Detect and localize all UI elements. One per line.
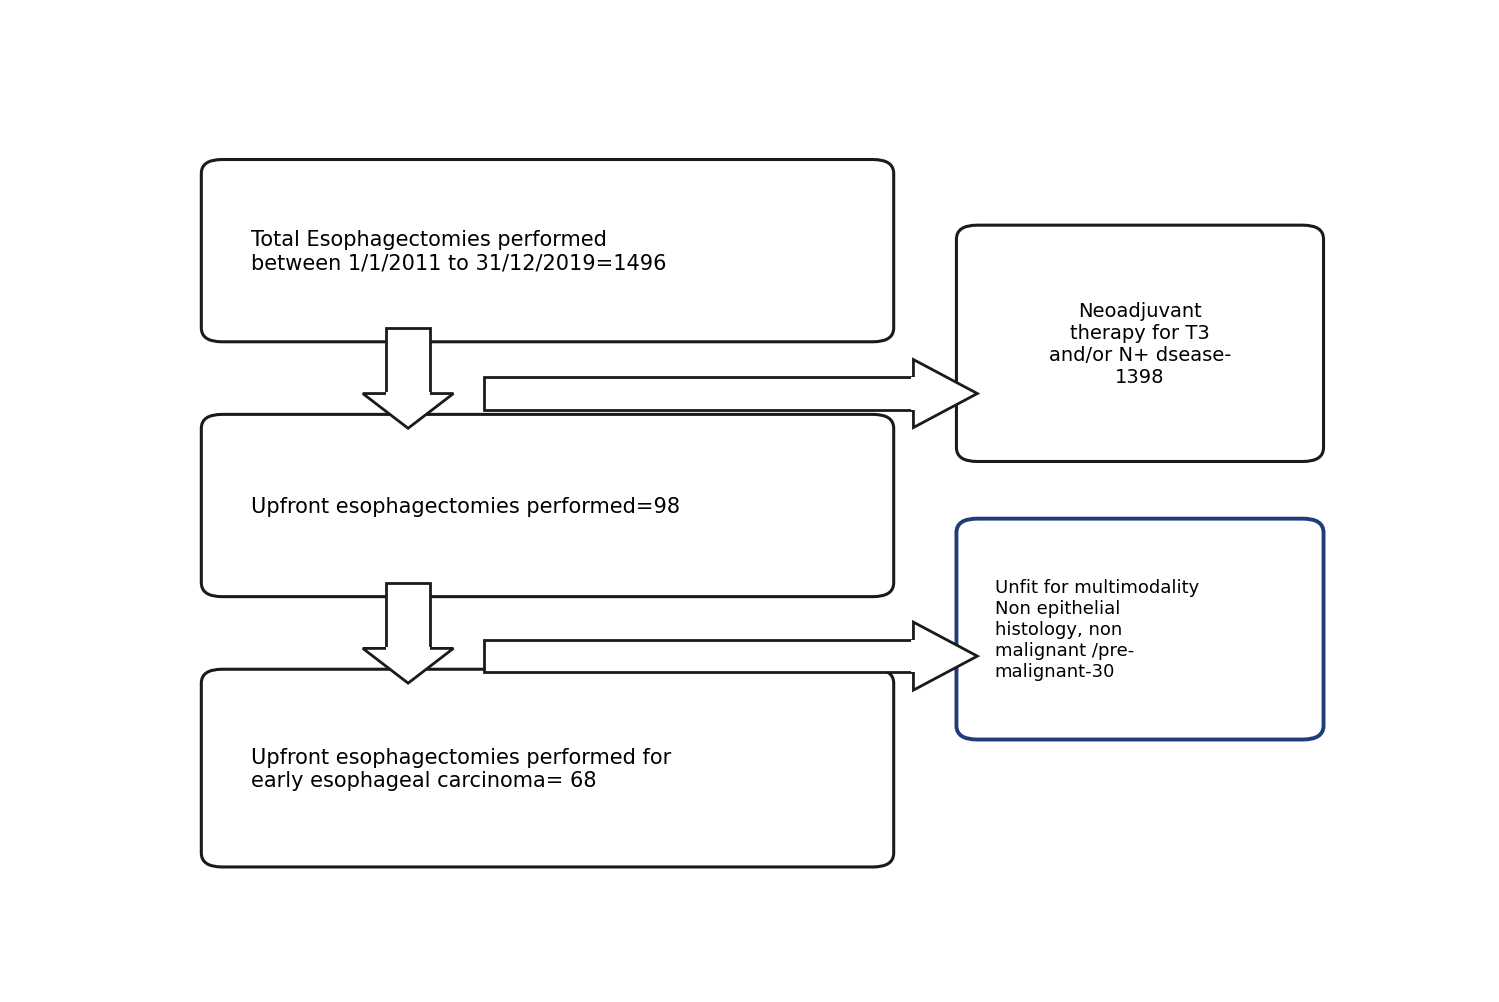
FancyBboxPatch shape <box>387 393 430 396</box>
Polygon shape <box>913 360 977 428</box>
FancyBboxPatch shape <box>387 647 430 650</box>
FancyBboxPatch shape <box>911 378 916 411</box>
Polygon shape <box>363 394 453 429</box>
Text: Unfit for multimodality
Non epithelial
histology, non
malignant /pre-
malignant-: Unfit for multimodality Non epithelial h… <box>995 579 1199 680</box>
Text: Neoadjuvant
therapy for T3
and/or N+ dsease-
1398: Neoadjuvant therapy for T3 and/or N+ dse… <box>1049 302 1231 387</box>
FancyBboxPatch shape <box>387 583 430 648</box>
Polygon shape <box>363 648 453 683</box>
FancyBboxPatch shape <box>201 669 893 867</box>
FancyBboxPatch shape <box>911 640 916 672</box>
FancyBboxPatch shape <box>956 519 1324 739</box>
FancyBboxPatch shape <box>484 640 913 672</box>
Text: Upfront esophagectomies performed for
early esophageal carcinoma= 68: Upfront esophagectomies performed for ea… <box>252 746 672 790</box>
FancyBboxPatch shape <box>484 378 913 411</box>
Text: Total Esophagectomies performed
between 1/1/2011 to 31/12/2019=1496: Total Esophagectomies performed between … <box>252 229 667 273</box>
FancyBboxPatch shape <box>387 329 430 394</box>
Polygon shape <box>913 622 977 690</box>
FancyBboxPatch shape <box>201 415 893 597</box>
Text: Upfront esophagectomies performed=98: Upfront esophagectomies performed=98 <box>252 496 681 516</box>
FancyBboxPatch shape <box>956 225 1324 462</box>
FancyBboxPatch shape <box>201 160 893 343</box>
